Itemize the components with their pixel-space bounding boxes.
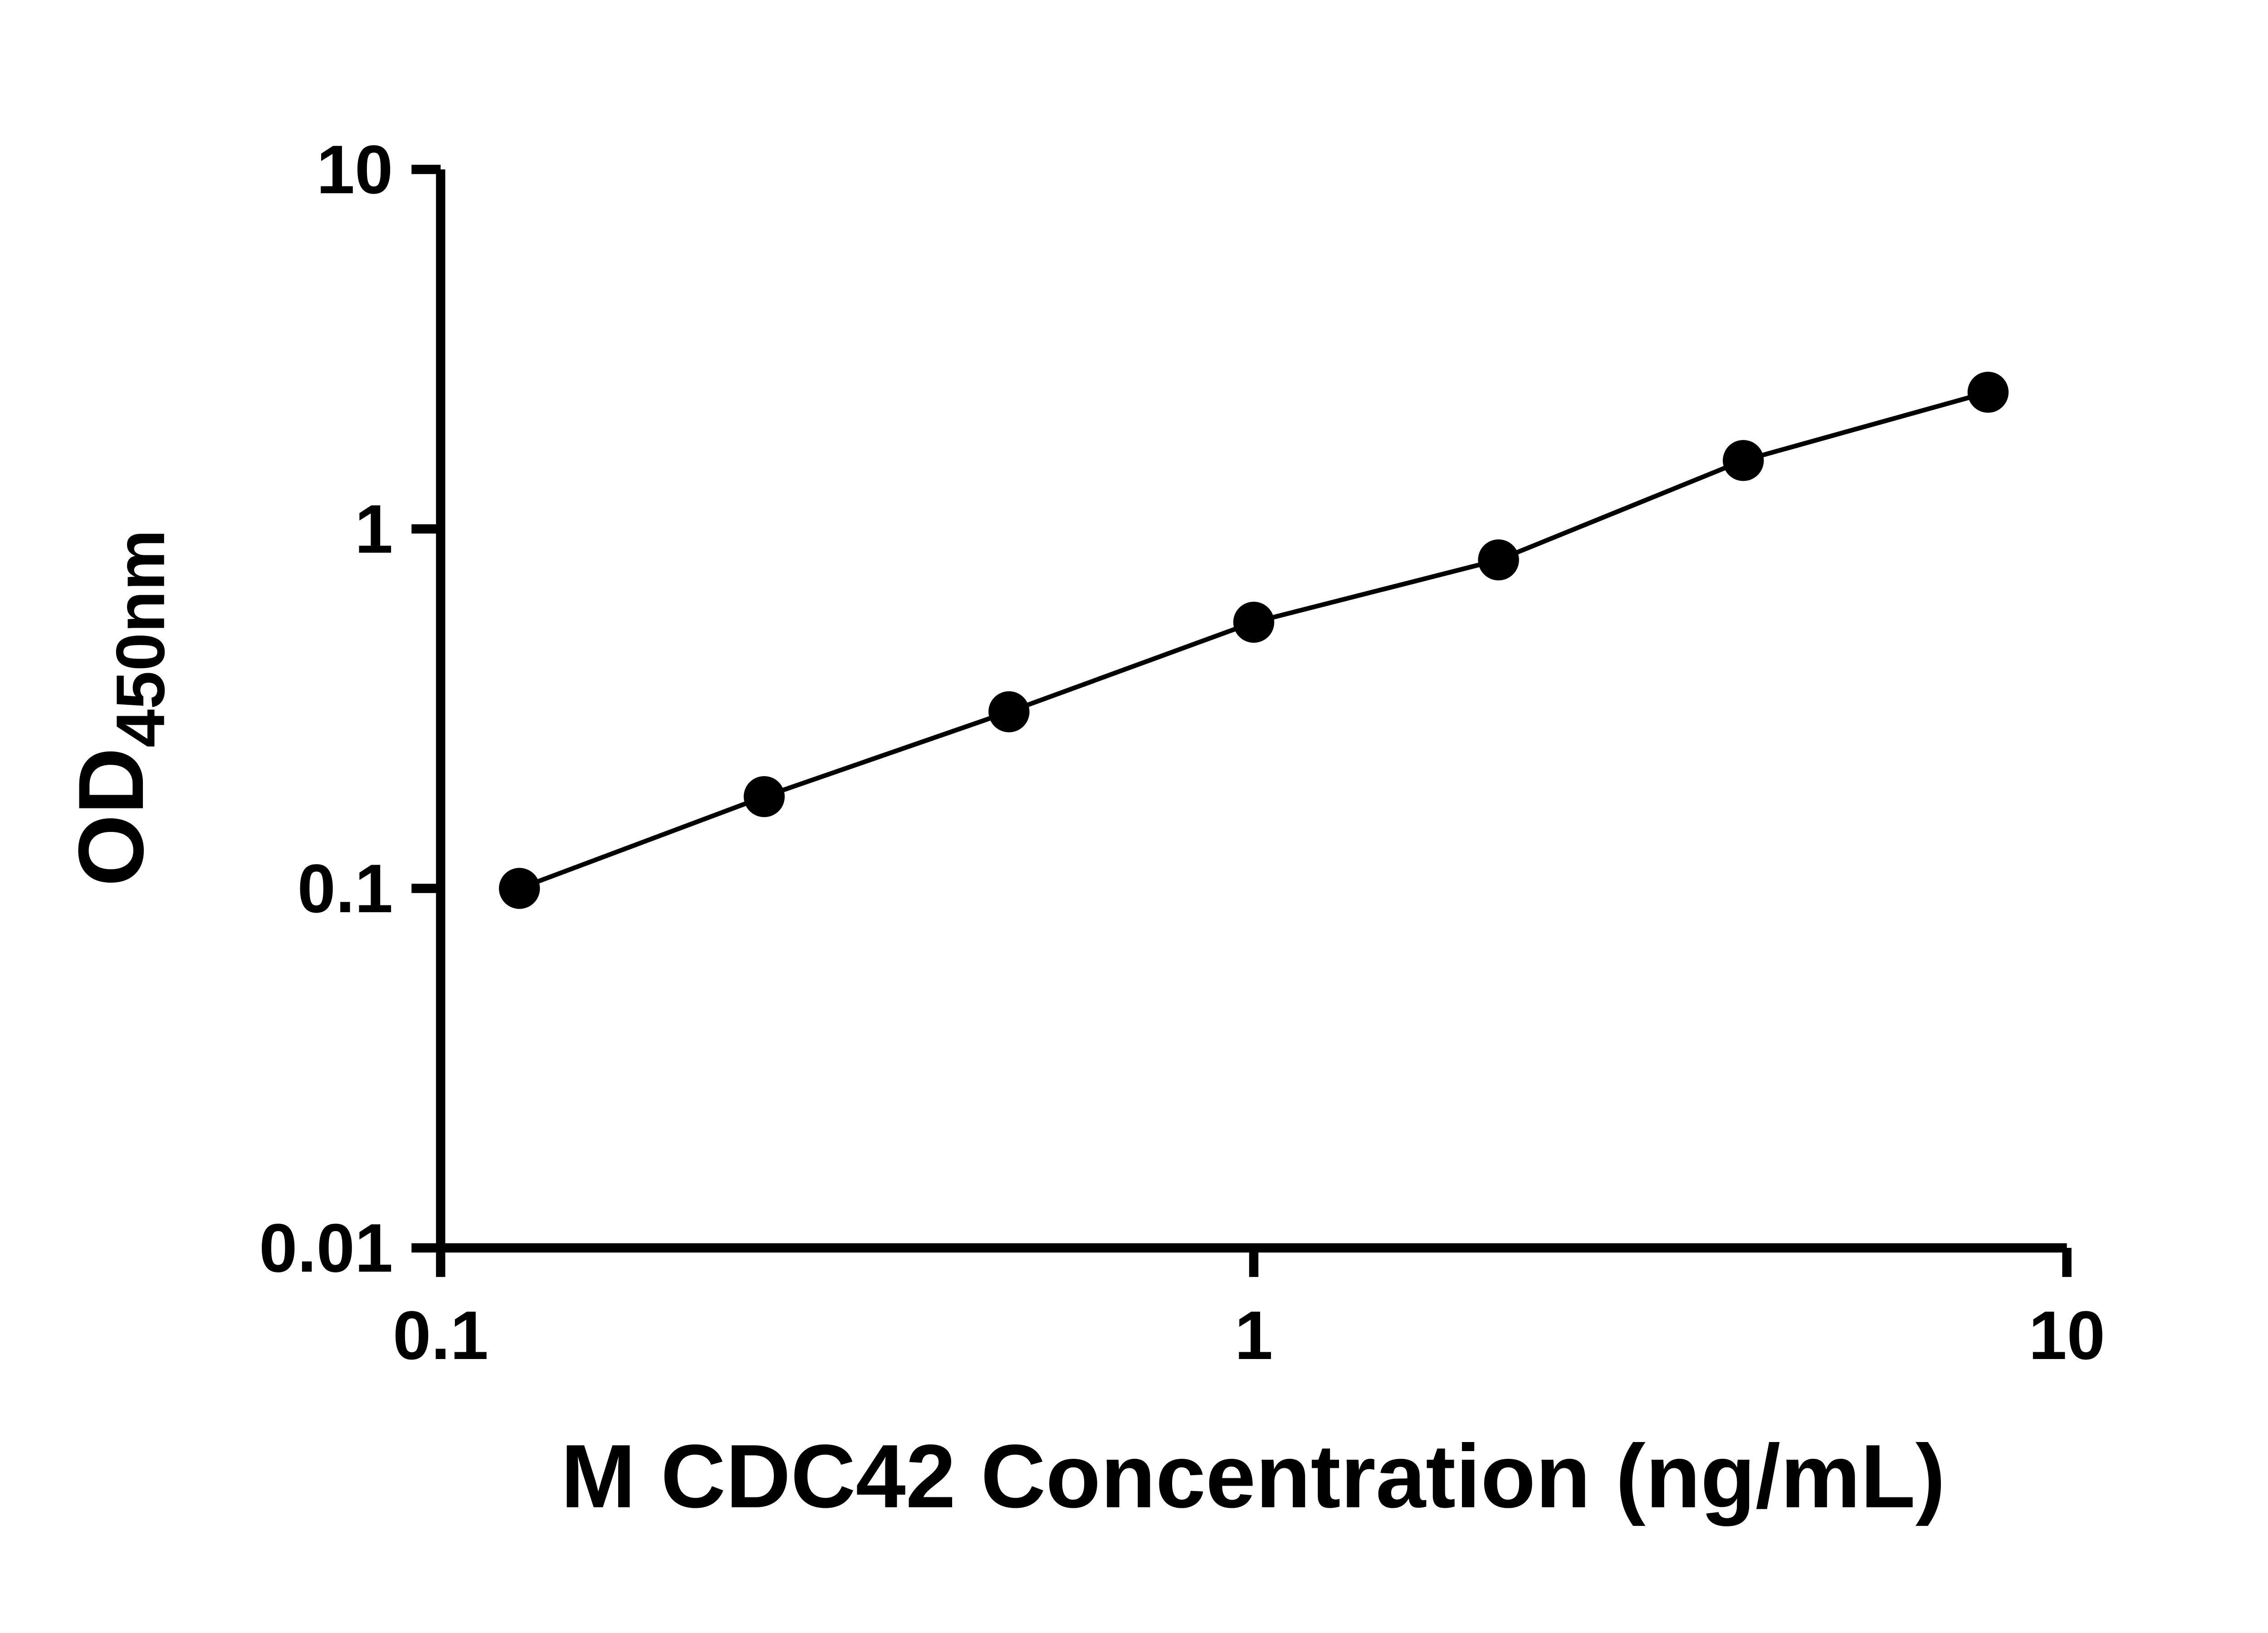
x-axis-title: M CDC42 Concentration (ng/mL) <box>561 1426 1945 1527</box>
data-point <box>1478 539 1519 581</box>
data-point <box>988 691 1030 733</box>
data-point <box>1723 440 1764 481</box>
y-axis-title-main: OD <box>59 748 163 886</box>
axes-spines <box>436 169 2067 1253</box>
data-point <box>1967 372 2009 413</box>
data-point <box>1233 601 1275 643</box>
y-axis-tick-label: 0.1 <box>298 851 393 927</box>
y-axis-tick-label: 10 <box>317 132 393 208</box>
data-point <box>743 776 785 817</box>
y-axis-title-subscript: 450nm <box>103 529 179 748</box>
y-axis-tick-label: 0.01 <box>259 1210 393 1287</box>
x-axis-tick-label: 10 <box>2028 1297 2105 1374</box>
x-axis-tick-label: 0.1 <box>393 1297 489 1374</box>
x-axis-tick-label: 1 <box>1235 1297 1273 1374</box>
y-axis-title: OD450nm <box>59 529 179 886</box>
data-point <box>499 868 540 909</box>
y-axis-tick-label: 1 <box>355 491 393 568</box>
